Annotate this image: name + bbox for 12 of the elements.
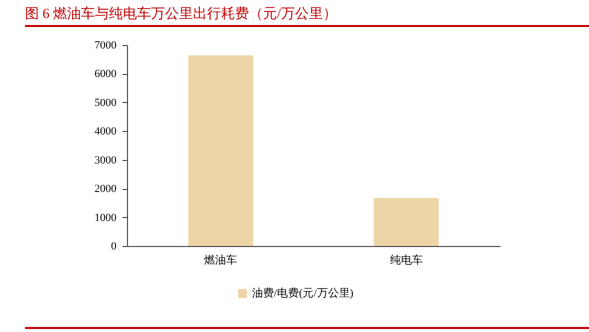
y-tick-label: 3000 [94, 154, 117, 166]
y-tick-label: 2000 [94, 183, 117, 196]
y-tick-label: 6000 [94, 68, 117, 80]
y-tick-label: 4000 [94, 126, 117, 138]
y-tick-label: 7000 [94, 40, 117, 52]
chart-title: 图 6 燃油车与纯电车万公里出行耗费（元/万公里） [25, 6, 337, 22]
x-tick-label: 纯电车 [390, 254, 423, 266]
x-tick-label: 燃油车 [204, 254, 238, 266]
y-tick-label: 0 [111, 240, 117, 252]
legend-label: 油费/电费(元/万公里) [252, 286, 354, 300]
y-tick-label: 1000 [94, 212, 117, 224]
y-tick-label: 5000 [94, 96, 117, 109]
